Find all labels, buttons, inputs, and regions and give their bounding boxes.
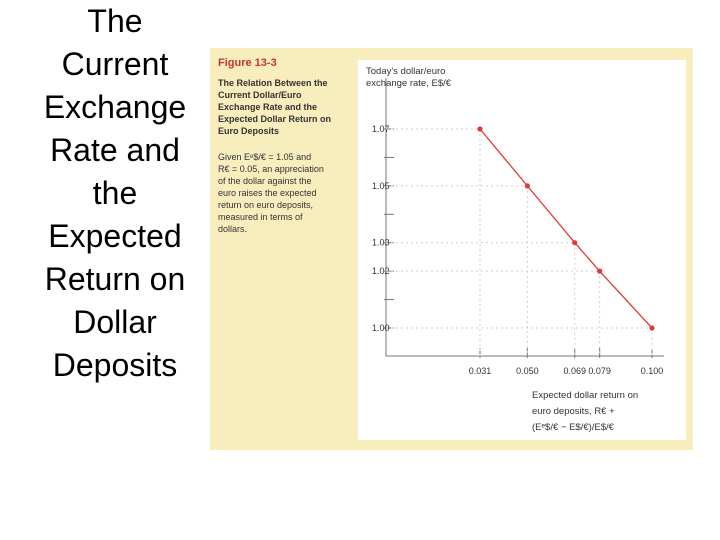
x-axis-label: Expected dollar return on euro deposits, … [532, 390, 638, 433]
slide-title: The Current Exchange Rate and the Expect… [43, 3, 187, 383]
x-tick-label: 0.050 [516, 366, 539, 376]
y-axis-label-line: exchange rate, E$/€ [366, 78, 452, 89]
x-tick-label: 0.100 [641, 366, 664, 376]
data-point [524, 183, 530, 189]
data-point [649, 325, 655, 331]
x-axis-label-line: (Eᵉ$/€ − E$/€)/E$/€ [532, 422, 615, 433]
ticks: 1.07 1.05 1.03 1.02 1.00 0.031 0.050 0.069 0.079… [372, 124, 663, 376]
figure-title: The Relation Between the Current Dollar/… [218, 78, 332, 136]
data-point [597, 268, 603, 274]
series-line [479, 128, 653, 329]
x-axis-label-line: euro deposits, R€ + [532, 406, 615, 417]
y-tick-label: 1.00 [372, 323, 390, 333]
x-tick-label: 0.069 [563, 366, 586, 376]
y-tick-label: 1.07 [372, 124, 390, 134]
x-axis-label-line: Expected dollar return on [532, 390, 638, 401]
y-tick-label: 1.02 [372, 266, 390, 276]
series [386, 126, 655, 356]
x-tick-label: 0.031 [469, 366, 492, 376]
plot-area: Today's dollar/euro exchange rate, E$/€ 1… [358, 60, 686, 440]
data-point [572, 240, 578, 246]
figure-label: Figure 13-3 [218, 57, 277, 69]
y-axis-label-line: Today's dollar/euro [366, 66, 445, 77]
axes [385, 78, 664, 357]
x-tick-label: 0.079 [588, 366, 611, 376]
figure-caption: Given Eᵉ$/€ = 1.05 and R€ = 0.05, an app… [218, 152, 324, 234]
y-tick-label: 1.03 [372, 238, 390, 248]
y-tick-label: 1.05 [372, 181, 390, 191]
data-point [477, 126, 483, 132]
